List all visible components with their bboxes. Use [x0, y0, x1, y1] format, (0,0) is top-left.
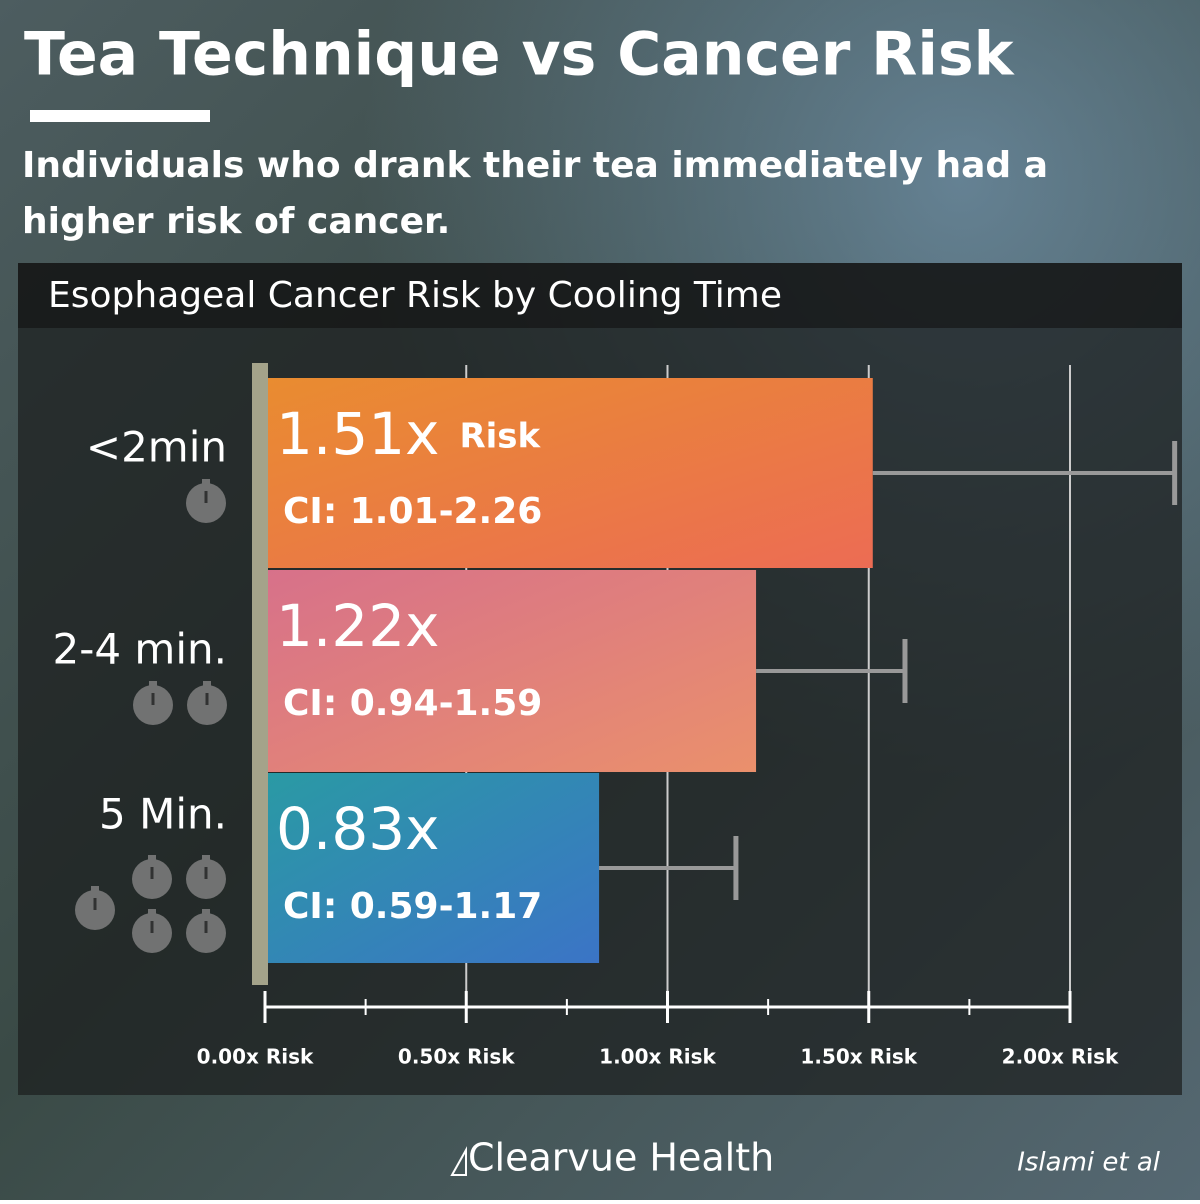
subtitle: Individuals who drank their tea immediat…: [22, 145, 1048, 242]
category-label: <2min: [86, 423, 227, 472]
ci-label: CI: 0.59-1.17: [283, 886, 542, 927]
chart-title-band: [18, 263, 1182, 328]
x-tick-label: 1.50x Risk: [800, 1045, 917, 1069]
x-tick-label: 2.00x Risk: [1002, 1045, 1119, 1069]
value-label: 0.83x: [276, 795, 439, 863]
title-rule: [30, 110, 210, 122]
source: Islami et al: [1017, 1148, 1161, 1178]
bar: [265, 570, 757, 772]
brand-logo: [450, 1146, 467, 1176]
bar: [265, 378, 873, 568]
baseline: [252, 363, 268, 985]
x-tick-label: 0.50x Risk: [398, 1045, 515, 1069]
subtitle-box: Individuals who drank their tea immediat…: [22, 145, 1048, 242]
bar: [265, 773, 600, 963]
ci-label: CI: 1.01-2.26: [283, 491, 542, 532]
value-annotation: Risk: [459, 417, 541, 457]
ci-label: CI: 0.94-1.59: [283, 683, 542, 724]
chart-title: Esophageal Cancer Risk by Cooling Time: [48, 275, 782, 316]
value-label: 1.22x: [276, 592, 439, 660]
category-label: 5 Min.: [99, 790, 227, 839]
x-tick-label: 1.00x Risk: [599, 1045, 716, 1069]
value-label: 1.51x: [276, 400, 439, 468]
x-tick-label: 0.00x Risk: [197, 1045, 314, 1069]
page-title: Tea Technique vs Cancer Risk: [24, 20, 1016, 90]
category-label: 2-4 min.: [52, 625, 227, 674]
brand: Clearvue Health: [468, 1136, 774, 1180]
